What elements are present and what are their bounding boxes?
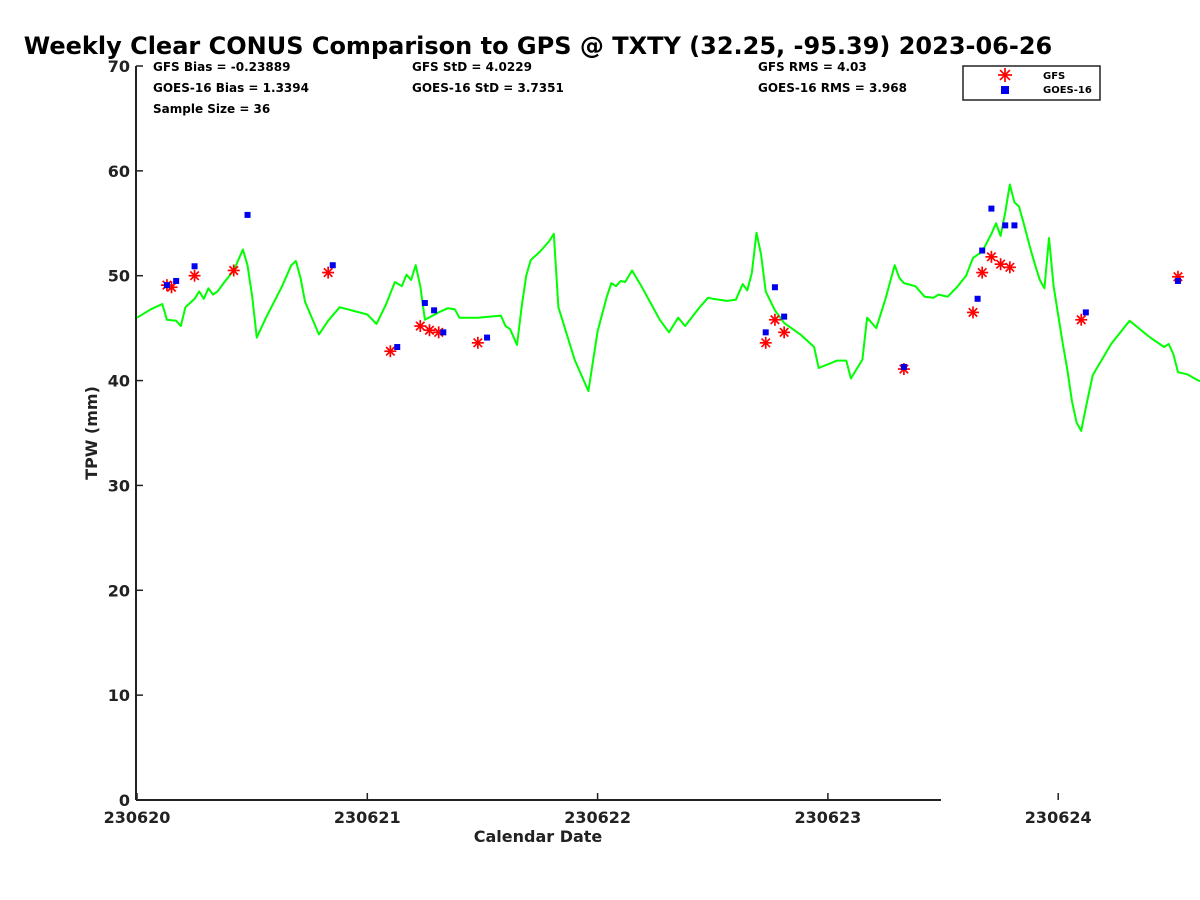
x-tick-label: 230622 — [564, 808, 631, 827]
legend-box — [962, 65, 1101, 101]
gfs-point — [994, 258, 1007, 271]
chart-title: Weekly Clear CONUS Comparison to GPS @ T… — [24, 32, 1053, 60]
legend-goes-marker — [1001, 86, 1009, 94]
x-axis-label: Calendar Date — [474, 827, 603, 846]
gfs-point — [227, 264, 240, 277]
gfs-point — [471, 336, 484, 349]
stat-sample-size: Sample Size = 36 — [153, 102, 270, 116]
stat-gfs-rms: GFS RMS = 4.03 — [758, 60, 867, 74]
gfs-point — [976, 266, 989, 279]
goes-point — [781, 313, 788, 320]
stat-gfs-std: GFS StD = 4.0229 — [412, 60, 532, 74]
x-tick-label: 230624 — [1025, 808, 1092, 827]
stat-goes-std: GOES-16 StD = 3.7351 — [412, 81, 564, 95]
y-axis-label: TPW (mm) — [82, 386, 101, 480]
gfs-point — [188, 269, 201, 282]
y-tick-label: 0 — [119, 791, 130, 810]
plot-series — [136, 183, 1200, 432]
goes-point — [173, 277, 180, 284]
goes-point — [762, 329, 769, 336]
goes-point — [988, 205, 995, 212]
goes-point — [431, 307, 438, 314]
y-tick-label: 10 — [108, 686, 130, 705]
goes-point — [440, 329, 447, 336]
goes-point — [900, 363, 907, 370]
y-tick-label: 20 — [108, 581, 130, 600]
goes-point — [244, 211, 251, 218]
gfs-point — [423, 324, 436, 337]
goes-point — [484, 334, 491, 341]
goes-point — [1002, 222, 1009, 229]
stat-goes-rms: GOES-16 RMS = 3.968 — [758, 81, 907, 95]
gfs-point — [1003, 261, 1016, 274]
gfs-point — [966, 306, 979, 319]
gfs-point — [768, 313, 781, 326]
goes-point — [1011, 222, 1018, 229]
gfs-point — [322, 266, 335, 279]
goes-point — [979, 247, 986, 254]
goes-point — [974, 295, 981, 302]
goes-point — [771, 284, 778, 291]
x-tick-label: 230620 — [104, 808, 171, 827]
gfs-point — [778, 326, 791, 339]
goes-point — [1174, 277, 1181, 284]
legend-gfs-marker — [998, 68, 1012, 82]
y-tick-label: 60 — [108, 162, 130, 181]
legend-gfs-label: GFS — [1043, 71, 1065, 82]
goes-point — [394, 344, 401, 351]
y-tick-label: 50 — [108, 267, 130, 286]
legend-goes-label: GOES-16 — [1043, 85, 1092, 96]
gfs-point — [985, 250, 998, 263]
goes-point — [329, 262, 336, 269]
stats-block: GFS Bias = -0.23889 GOES-16 Bias = 1.339… — [153, 60, 907, 116]
goes-point — [421, 299, 428, 306]
stat-gfs-bias: GFS Bias = -0.23889 — [153, 60, 290, 74]
x-tick-label: 230623 — [795, 808, 862, 827]
y-tick-label: 30 — [108, 476, 130, 495]
x-tick-label: 230621 — [334, 808, 401, 827]
axes: 0 10 20 30 40 50 60 70 230620 230621 230622 230623 2… — [104, 57, 1092, 827]
y-tick-label: 70 — [108, 57, 130, 76]
gps-series-line — [136, 183, 1200, 432]
goes-point — [191, 263, 198, 270]
goes-point — [163, 282, 170, 289]
stat-goes-bias: GOES-16 Bias = 1.3394 — [153, 81, 309, 95]
legend: GFS GOES-16 — [962, 65, 1101, 101]
gfs-point — [384, 345, 397, 358]
y-tick-label: 40 — [108, 372, 130, 391]
gfs-point — [1075, 313, 1088, 326]
gfs-point — [414, 320, 427, 333]
gfs-point — [759, 336, 772, 349]
goes-point — [1082, 309, 1089, 316]
